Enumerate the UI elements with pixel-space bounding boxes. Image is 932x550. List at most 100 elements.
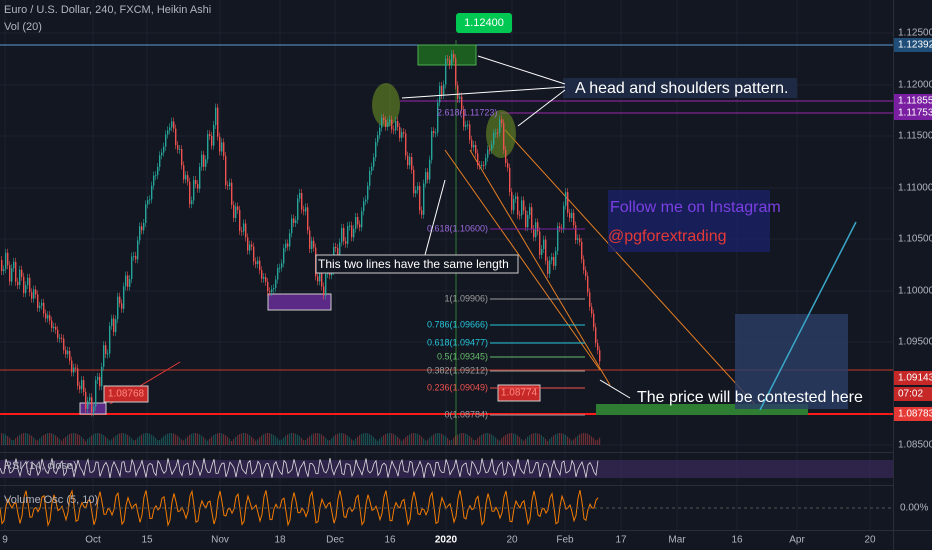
volume <box>409 434 411 445</box>
volume <box>185 438 187 445</box>
candle <box>13 261 15 269</box>
candle <box>251 244 253 247</box>
candle <box>115 319 117 333</box>
candle <box>221 142 223 152</box>
candle <box>49 315 51 321</box>
candle <box>299 192 301 199</box>
candle <box>465 124 467 127</box>
pane-divider <box>0 530 932 531</box>
candle <box>261 270 263 279</box>
volume <box>377 440 379 445</box>
candle <box>437 102 439 133</box>
volume <box>571 440 573 445</box>
shoulder <box>372 83 400 127</box>
volume <box>101 433 103 445</box>
candle <box>517 196 519 215</box>
candle <box>423 183 425 215</box>
volume <box>557 433 559 445</box>
candle <box>51 320 53 329</box>
volume <box>533 433 535 445</box>
candle <box>215 107 217 125</box>
candle <box>425 172 427 184</box>
candle <box>557 226 559 252</box>
volume-label: Vol (20) <box>4 21 42 33</box>
volume <box>157 439 159 445</box>
candle <box>307 207 309 231</box>
candle <box>151 185 153 200</box>
candle <box>283 248 285 264</box>
candle <box>483 164 485 166</box>
volume <box>531 434 533 445</box>
volume <box>339 433 341 445</box>
candle <box>359 224 361 228</box>
volume <box>215 433 217 445</box>
volume <box>351 439 353 445</box>
candle <box>3 269 5 271</box>
volume <box>15 438 17 445</box>
candle <box>249 244 251 251</box>
candle <box>461 96 463 110</box>
price-badge-text: 1.12392 <box>898 40 932 51</box>
volume <box>457 434 459 445</box>
volume <box>431 435 433 445</box>
candle <box>289 233 291 247</box>
time-tick-label: Oct <box>85 535 101 546</box>
candle <box>65 350 67 355</box>
volume <box>463 433 465 445</box>
volume <box>311 434 313 445</box>
candle <box>415 190 417 194</box>
candle <box>279 267 281 269</box>
volume <box>305 439 307 445</box>
candle <box>19 269 21 286</box>
volume <box>271 433 273 445</box>
candle <box>401 132 403 138</box>
candle <box>17 281 19 286</box>
volume <box>171 433 173 445</box>
time-tick-label: 15 <box>141 535 153 546</box>
volume <box>59 439 61 445</box>
candle <box>161 152 163 156</box>
candle <box>255 261 257 265</box>
candle <box>441 85 443 96</box>
volume <box>17 436 19 445</box>
candle <box>241 230 243 232</box>
candle <box>85 391 87 409</box>
candle <box>67 350 69 355</box>
volume <box>503 436 505 445</box>
candle <box>505 150 507 163</box>
candle <box>87 400 89 409</box>
fib-label: 0.786(1.09666) <box>427 319 488 329</box>
price-badge-text: 1.08783 <box>898 409 932 420</box>
volume <box>121 433 123 445</box>
candle <box>247 237 249 251</box>
projection-box <box>735 314 848 409</box>
volume <box>479 436 481 445</box>
candle <box>523 200 525 211</box>
volume <box>551 437 553 445</box>
candle <box>507 162 509 168</box>
rsi-line <box>0 457 599 479</box>
volume <box>303 440 305 445</box>
price-label: 1.08768 <box>108 389 145 400</box>
zone <box>417 44 477 66</box>
trend-line <box>444 149 601 371</box>
candle <box>573 212 575 226</box>
candle <box>89 397 91 401</box>
volume <box>599 437 601 445</box>
candle <box>185 175 187 180</box>
volume <box>581 433 583 445</box>
volume <box>445 436 447 445</box>
annotation: @pgforextrading <box>608 228 727 245</box>
volume <box>353 440 355 445</box>
volume <box>81 436 83 445</box>
volume <box>239 434 241 445</box>
volume <box>513 433 515 445</box>
volume <box>97 433 99 445</box>
candle <box>381 117 383 128</box>
volume <box>579 434 581 445</box>
volume <box>447 438 449 445</box>
volume <box>107 438 109 445</box>
volume <box>51 433 53 445</box>
candle <box>429 159 431 180</box>
volume <box>519 437 521 445</box>
